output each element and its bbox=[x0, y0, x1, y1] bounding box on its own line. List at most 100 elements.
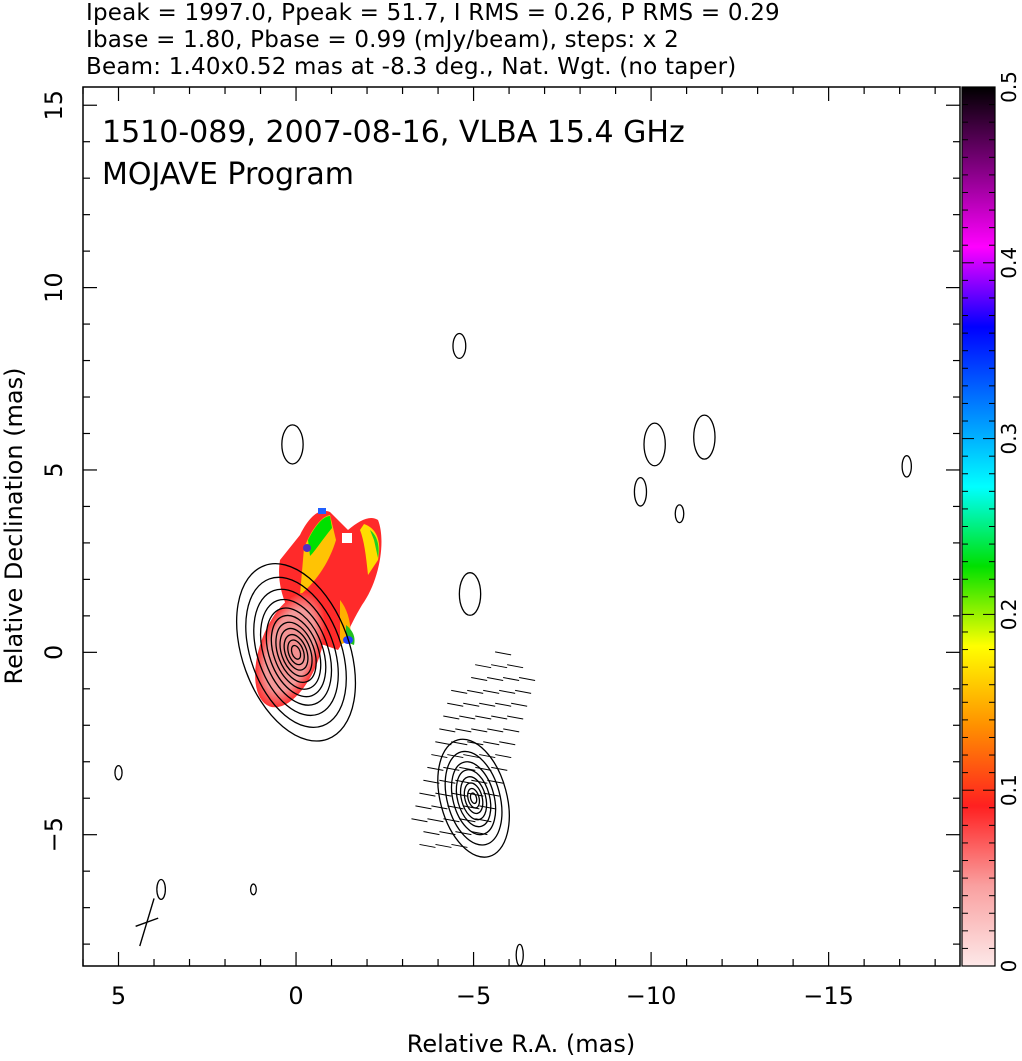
polarization-vector bbox=[427, 766, 444, 771]
polarization-vector bbox=[467, 689, 484, 694]
header-line-2: Ibase = 1.80, Pbase = 0.99 (mJy/beam), s… bbox=[86, 27, 679, 53]
polarization-vector bbox=[491, 766, 508, 771]
polarization-vector bbox=[447, 754, 464, 759]
polarization-vector bbox=[483, 741, 500, 746]
polarization-vector bbox=[455, 779, 472, 784]
jet-knot-contour bbox=[455, 769, 492, 828]
polarization-vector bbox=[483, 792, 500, 797]
polarization-vector bbox=[451, 689, 468, 694]
x-tick-label: −10 bbox=[626, 982, 677, 1010]
polarization-vector bbox=[495, 651, 512, 656]
polarization-vector bbox=[443, 715, 460, 720]
polarization-vectors bbox=[411, 651, 536, 848]
beam-minor-axis bbox=[135, 917, 159, 927]
polarization-vector bbox=[463, 754, 480, 759]
polarization-vector bbox=[451, 741, 468, 746]
polarization-vector bbox=[467, 741, 484, 746]
polarization-vector bbox=[443, 818, 460, 823]
polarization-vector bbox=[507, 664, 524, 669]
y-tick-label: 0 bbox=[40, 645, 68, 660]
polarization-vector bbox=[423, 831, 440, 836]
polarization-vector bbox=[475, 715, 492, 720]
polarization-vector bbox=[503, 677, 520, 682]
polarization-vector bbox=[419, 792, 436, 797]
jet-knot-contour bbox=[444, 750, 503, 846]
colorbar-tick-label: 0.5 bbox=[997, 71, 1021, 103]
polarization-vector bbox=[467, 792, 484, 797]
colorbar-tick-label: 0.1 bbox=[997, 774, 1021, 806]
polarization-vector bbox=[419, 843, 436, 848]
x-tick-label: −5 bbox=[456, 982, 491, 1010]
contour-island bbox=[693, 414, 716, 460]
polarization-vector bbox=[423, 779, 440, 784]
polarization-vector bbox=[495, 754, 512, 759]
polarization-vector bbox=[459, 766, 476, 771]
contour-island bbox=[281, 424, 304, 465]
polarization-vector bbox=[491, 664, 508, 669]
core-contour bbox=[265, 607, 327, 698]
x-tick-label: 0 bbox=[288, 982, 303, 1010]
contour-islands bbox=[114, 332, 913, 966]
header-line-3: Beam: 1.40x0.52 mas at -8.3 deg., Nat. W… bbox=[86, 54, 737, 80]
core-contour bbox=[287, 639, 305, 666]
contour-island bbox=[458, 572, 482, 616]
y-tick-label: 15 bbox=[40, 90, 68, 121]
polarization-vector bbox=[435, 843, 452, 848]
polarization-vector bbox=[471, 831, 488, 836]
chart-title: 1510-089, 2007-08-16, VLBA 15.4 GHz bbox=[102, 115, 685, 150]
core-contour bbox=[245, 576, 347, 729]
y-tick-label: 5 bbox=[40, 462, 68, 477]
polarization-vector bbox=[487, 728, 504, 733]
polarization-vector bbox=[499, 741, 516, 746]
polarization-vector bbox=[447, 702, 464, 707]
polarization-vector bbox=[447, 805, 464, 810]
jet-knot-contour bbox=[437, 738, 510, 858]
polarization-vector bbox=[427, 818, 444, 823]
x-tick-label: 5 bbox=[111, 982, 126, 1010]
polarization-vector bbox=[415, 805, 432, 810]
y-axis-label: Relative Declination (mas) bbox=[0, 367, 28, 684]
contour-island bbox=[643, 422, 666, 467]
polarization-vector bbox=[463, 702, 480, 707]
polarization-vector bbox=[475, 664, 492, 669]
contour-island bbox=[452, 332, 467, 360]
contour-components bbox=[235, 563, 510, 858]
polarization-vector bbox=[435, 792, 452, 797]
contour-island bbox=[674, 504, 685, 524]
header-line-1: Ipeak = 1997.0, Ppeak = 51.7, I RMS = 0.… bbox=[86, 0, 780, 26]
polarization-vector bbox=[439, 831, 456, 836]
polarization-color-region bbox=[255, 508, 382, 708]
colorbar-tick-label: 0 bbox=[997, 960, 1021, 973]
contour-island bbox=[633, 476, 648, 507]
polarization-vector bbox=[411, 818, 428, 823]
polarization-vector bbox=[471, 728, 488, 733]
core-contour bbox=[283, 633, 309, 671]
core-contour bbox=[290, 644, 302, 660]
contour-island bbox=[901, 455, 913, 478]
x-axis-label: Relative R.A. (mas) bbox=[407, 1030, 635, 1058]
polarization-vector bbox=[479, 805, 496, 810]
polarization-vector bbox=[491, 715, 508, 720]
colorbar-tick-label: 0.4 bbox=[997, 247, 1021, 279]
core-contour bbox=[235, 563, 357, 742]
polarization-vector bbox=[483, 689, 500, 694]
polarization-vector bbox=[511, 702, 528, 707]
polarization-vector bbox=[479, 754, 496, 759]
chart-subtitle: MOJAVE Program bbox=[102, 157, 354, 192]
polarization-vector bbox=[443, 766, 460, 771]
polarization-vector bbox=[431, 805, 448, 810]
polarization-vector bbox=[475, 818, 492, 823]
polarization-vector bbox=[451, 843, 468, 848]
core-contour bbox=[253, 588, 339, 717]
colorbar-ticks: 0 0.1 0.2 0.3 0.4 0.5 bbox=[962, 71, 1021, 972]
polarization-vector bbox=[435, 741, 452, 746]
polarization-vector bbox=[487, 677, 504, 682]
axis-ticks: 5 0 −5 −10 −15 −5 0 5 10 15 bbox=[40, 87, 960, 1010]
polarization-vector bbox=[499, 689, 516, 694]
core-contour bbox=[259, 598, 333, 706]
polarization-vector bbox=[475, 766, 492, 771]
polarization-vector bbox=[471, 677, 488, 682]
polarization-vector bbox=[455, 831, 472, 836]
polarization-vector bbox=[439, 779, 456, 784]
